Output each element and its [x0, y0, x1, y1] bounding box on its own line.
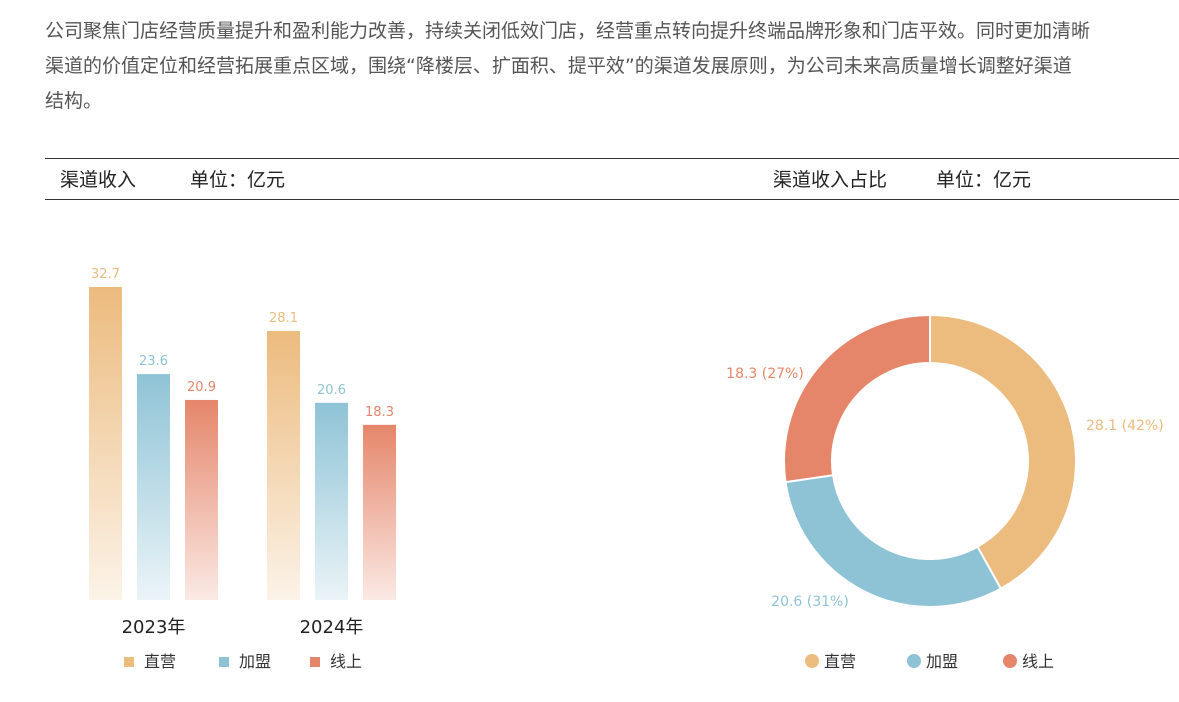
donut-slice-直营: [929, 313, 1077, 591]
bar-chart-title: 渠道收入: [60, 169, 137, 191]
bar-data-label: 28.1: [269, 311, 298, 326]
legend-swatch: [310, 657, 320, 667]
legend-label: 直营: [824, 652, 856, 671]
header-top-rule: [45, 158, 1179, 159]
bar-data-label: 20.9: [187, 380, 216, 395]
legend-swatch: [1003, 654, 1017, 668]
bar-加盟-2023年: [137, 374, 170, 600]
donut-data-label: 28.1 (42%): [1086, 418, 1164, 434]
legend-swatch: [805, 654, 819, 668]
legend-label: 加盟: [926, 652, 958, 671]
paragraph-line: 渠道的价值定位和经营拓展重点区域，围绕“降楼层、扩面积、提平效”的渠道发展原则，…: [45, 55, 1072, 77]
donut-slice-线上: [783, 313, 931, 484]
paragraph-line: 公司聚焦门店经营质量提升和盈利能力改善，持续关闭低效门店，经营重点转向提升终端品…: [45, 20, 1091, 42]
bar-加盟-2024年: [315, 402, 348, 600]
category-label: 2023年: [122, 617, 186, 638]
legend-label: 线上: [330, 652, 362, 671]
legend-label: 线上: [1022, 652, 1054, 671]
bar-直营-2023年: [89, 287, 122, 600]
donut-data-label: 18.3 (27%): [726, 366, 804, 382]
donut-chart-unit: 单位：亿元: [936, 169, 1032, 191]
legend-swatch: [907, 654, 921, 668]
paragraph-line: 结构。: [45, 90, 103, 112]
bar-data-label: 23.6: [139, 354, 168, 369]
legend-swatch: [124, 657, 134, 667]
donut-chart-title: 渠道收入占比: [773, 169, 888, 191]
legend-swatch: [219, 657, 229, 667]
header-bottom-rule: [45, 199, 1179, 200]
bar-线上-2024年: [363, 424, 396, 600]
bar-data-label: 18.3: [365, 405, 394, 420]
bar-data-label: 20.6: [317, 383, 346, 398]
bar-直营-2024年: [267, 331, 300, 600]
donut-chart: 28.1 (42%) 20.6 (31%) 18.3 (27%) 直营 加盟 线上: [726, 313, 1164, 671]
legend-label: 直营: [144, 652, 176, 671]
bar-线上-2023年: [185, 399, 218, 600]
bar-chart-unit: 单位：亿元: [190, 169, 286, 191]
category-label: 2024年: [300, 617, 364, 638]
donut-slice-加盟: [784, 474, 1003, 608]
legend-label: 加盟: [239, 652, 271, 671]
intro-paragraph: 公司聚焦门店经营质量提升和盈利能力改善，持续关闭低效门店，经营重点转向提升终端品…: [45, 14, 1179, 119]
donut-data-label: 20.6 (31%): [771, 594, 849, 610]
bar-data-label: 32.7: [91, 267, 120, 282]
